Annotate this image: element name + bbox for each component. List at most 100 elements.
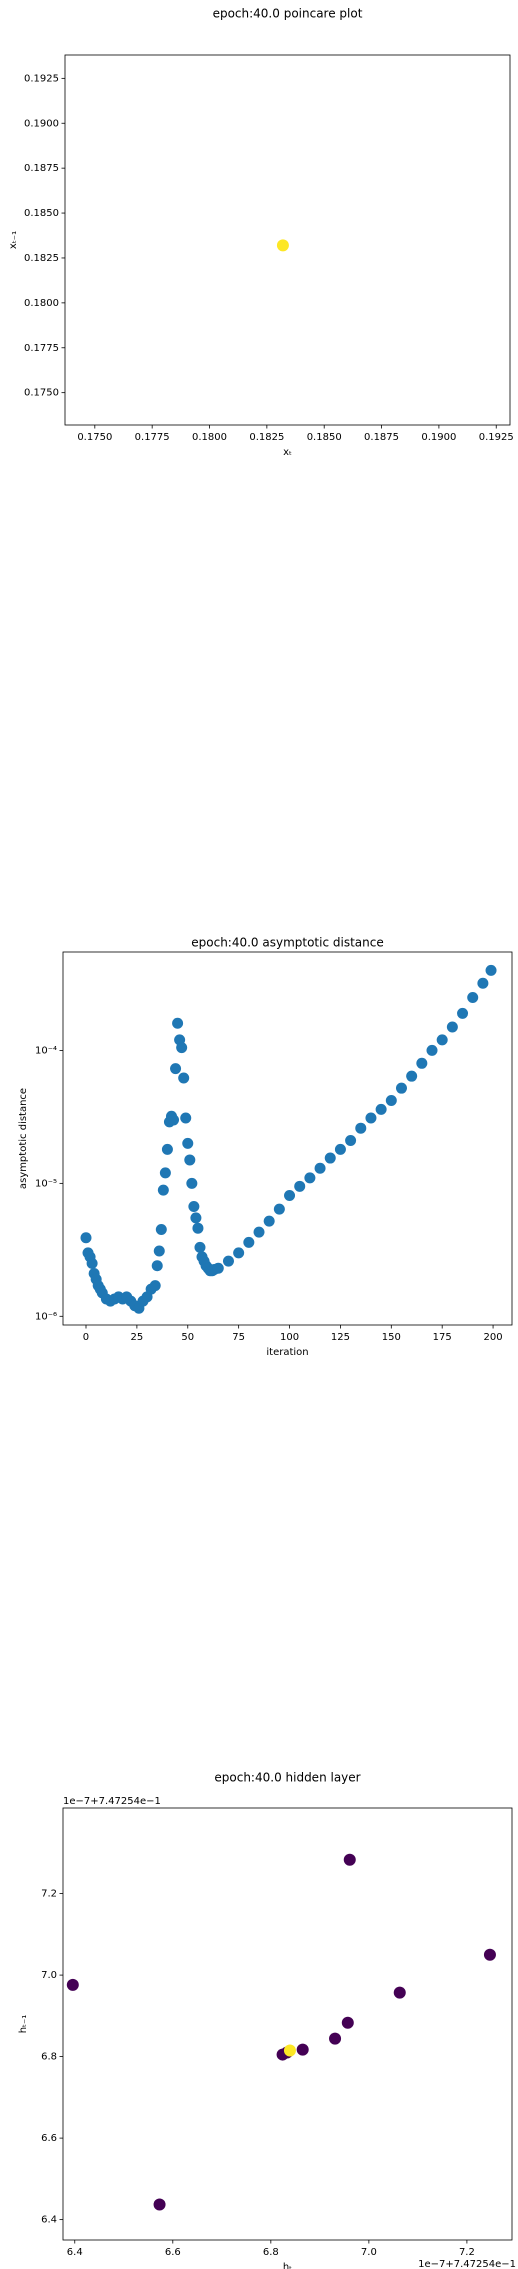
point [182, 1137, 194, 1149]
point [436, 1034, 448, 1046]
point [283, 2044, 296, 2057]
x-tick-label: 0.1775 [135, 432, 170, 443]
y-tick-label: 0.1750 [24, 388, 59, 399]
point [355, 1122, 367, 1134]
y-axis-label: asymptotic distance [18, 1088, 29, 1189]
point [393, 1986, 406, 1999]
point [168, 1114, 180, 1126]
point [296, 2043, 309, 2056]
x-tick-label: 50 [181, 1332, 194, 1343]
point [184, 1154, 196, 1166]
point [233, 1247, 245, 1259]
x-tick-label: 7.2 [459, 2247, 475, 2258]
point [365, 1112, 377, 1124]
x-tick-label: 0 [83, 1332, 89, 1343]
point [253, 1226, 265, 1238]
x-tick-label: 100 [280, 1332, 299, 1343]
point [243, 1236, 255, 1248]
point [153, 1245, 165, 1257]
x-tick-label: 6.8 [263, 2247, 279, 2258]
point [155, 1223, 167, 1235]
point [446, 1021, 458, 1033]
chart-title: epoch:40.0 asymptotic distance [191, 936, 383, 950]
point [416, 1057, 428, 1069]
chart-title: epoch:40.0 poincare plot [213, 7, 363, 21]
x-tick-label: 0.1875 [364, 432, 399, 443]
point [222, 1255, 234, 1267]
chart: epoch:40.0 poincare plot 0.1750 0.1775 0.18… [8, 7, 514, 459]
y-tick-label: 0.1775 [24, 343, 59, 354]
y-tick-label: 7.0 [41, 1970, 57, 1981]
axes-frame [64, 54, 511, 426]
y-axis-label: xₜ₋₁ [8, 231, 19, 249]
point [263, 1215, 275, 1227]
x-tick-label: 75 [232, 1332, 245, 1343]
chart: epoch:40.0 hidden layer 6.4 6.6 6.8 7.0 7.2 6.… [18, 1771, 516, 2269]
y-offset-text: 1e−7+7.47254e−1 [63, 1796, 161, 1807]
y-tick-label: 7.2 [41, 1889, 57, 1900]
x-offset-text: 1e−7+7.47254e−1 [418, 2259, 516, 2269]
point [66, 1978, 79, 1991]
x-tick-label: 0.1900 [421, 432, 456, 443]
point [161, 1143, 173, 1155]
y-tick-label: 10⁻⁵ [35, 1178, 57, 1189]
point [334, 1143, 346, 1155]
x-tick-label: 25 [131, 1332, 144, 1343]
x-tick-label: 0.1850 [307, 432, 342, 443]
point [212, 1262, 224, 1274]
point [194, 1241, 206, 1253]
x-axis-label: hₜ [283, 2262, 292, 2269]
point [188, 1200, 200, 1212]
point [406, 1070, 418, 1082]
point [80, 1232, 92, 1244]
x-tick-label: 0.1750 [77, 432, 112, 443]
x-tick-label: 6.4 [67, 2247, 83, 2258]
point [176, 1042, 188, 1054]
point [329, 2032, 342, 2045]
y-tick-label: 0.1825 [24, 253, 59, 264]
point [385, 1095, 397, 1107]
x-axis-label: xₜ [283, 447, 292, 458]
x-axis-label: iteration [266, 1347, 308, 1358]
y-tick-label: 10⁻⁶ [35, 1311, 57, 1322]
x-tick-label: 0.1925 [479, 432, 514, 443]
x-tick-label: 200 [484, 1332, 503, 1343]
point [151, 1260, 163, 1272]
point [284, 1190, 296, 1202]
point [186, 1177, 198, 1189]
x-tick-label: 7.0 [361, 2247, 377, 2258]
point [153, 2198, 166, 2211]
point [276, 239, 289, 252]
point [477, 977, 489, 989]
axes-frame [62, 1807, 513, 2241]
point [273, 1203, 285, 1215]
y-tick-label: 6.8 [41, 2052, 57, 2063]
point [467, 992, 479, 1004]
point [426, 1044, 438, 1056]
x-tick-label: 0.1825 [249, 432, 284, 443]
y-tick-label: 6.6 [41, 2133, 57, 2144]
point [170, 1063, 182, 1075]
y-tick-label: 0.1875 [24, 163, 59, 174]
point [314, 1162, 326, 1174]
axes-frame [62, 951, 513, 1326]
point [149, 1280, 161, 1292]
point [178, 1072, 190, 1084]
point [180, 1112, 192, 1124]
y-tick-label: 10⁻⁴ [35, 1045, 57, 1056]
point [341, 2016, 354, 2029]
point [485, 964, 497, 976]
x-tick-label: 0.1800 [192, 432, 227, 443]
y-tick-label: 0.1850 [24, 208, 59, 219]
point [345, 1135, 357, 1147]
point [375, 1103, 387, 1115]
y-axis-label: hₜ₋₁ [18, 2015, 29, 2034]
point [324, 1152, 336, 1164]
chart-title: epoch:40.0 hidden layer [214, 1771, 360, 1785]
point [483, 1948, 496, 1961]
point [343, 1853, 356, 1866]
chart: epoch:40.0 asymptotic distance 0 25 50 75 100… [18, 936, 513, 1358]
y-tick-label: 0.1900 [24, 118, 59, 129]
point [457, 1007, 469, 1019]
